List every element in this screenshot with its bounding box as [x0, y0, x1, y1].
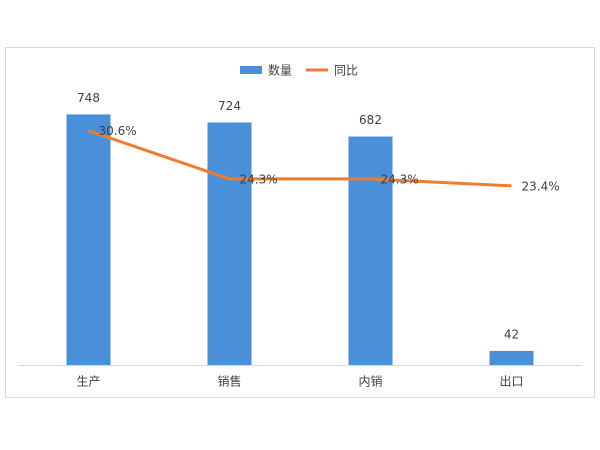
line-value-label: 23.4%	[522, 179, 560, 193]
legend-label: 同比	[334, 64, 358, 78]
line-value-label: 24.3%	[381, 172, 419, 186]
legend-swatch	[240, 66, 262, 74]
legend-label: 数量	[268, 63, 292, 78]
bar	[348, 136, 393, 365]
bar	[489, 350, 534, 365]
line-series	[88, 129, 512, 188]
x-tick-label: 销售	[217, 374, 241, 389]
bar	[66, 114, 111, 365]
x-tick-label: 内销	[358, 375, 382, 389]
line-value-label: 30.6%	[99, 124, 137, 138]
bar-value-label: 42	[504, 327, 519, 341]
x-tick-label: 生产	[76, 375, 100, 389]
x-tick-label: 出口	[499, 375, 523, 389]
line-value-label: 24.3%	[240, 172, 278, 186]
bar	[207, 122, 252, 366]
bar-value-label: 748	[77, 91, 100, 105]
bar-value-label: 724	[218, 99, 241, 113]
bar-value-label: 682	[359, 113, 382, 127]
